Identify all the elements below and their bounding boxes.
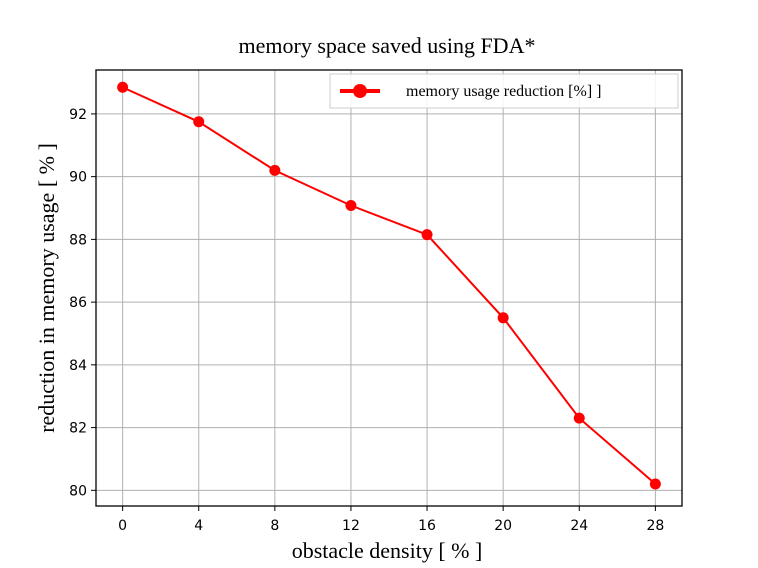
data-point — [117, 81, 129, 93]
x-axis-ticks: 0 4 8 12 16 20 24 28 — [118, 506, 664, 534]
legend: memory usage reduction [%] ] — [329, 73, 679, 109]
chart-title: memory space saved using FDA* — [239, 33, 536, 58]
x-axis-label: obstacle density [ % ] — [292, 538, 483, 563]
y-tick-label: 92 — [69, 107, 87, 123]
x-tick-label: 24 — [570, 518, 588, 534]
x-tick-label: 28 — [646, 518, 664, 534]
data-point — [421, 229, 433, 241]
data-point — [497, 312, 509, 324]
y-tick-label: 90 — [69, 170, 87, 186]
y-tick-label: 84 — [69, 358, 87, 374]
y-tick-label: 86 — [69, 295, 87, 311]
data-point — [269, 164, 281, 176]
y-axis-ticks: 80 82 84 86 88 90 92 — [69, 107, 96, 499]
series-line-memory-usage-reduction — [122, 86, 657, 485]
plot-frame — [95, 69, 683, 507]
data-point — [573, 412, 585, 424]
legend-box — [329, 73, 679, 109]
x-tick-label: 0 — [118, 518, 127, 534]
legend-marker — [353, 84, 367, 98]
x-tick-label: 20 — [494, 518, 512, 534]
y-tick-label: 88 — [69, 232, 87, 248]
y-axis-label: reduction in memory usage [ % ] — [34, 143, 59, 433]
x-tick-label: 12 — [342, 518, 360, 534]
legend-label: memory usage reduction [%] ] — [406, 83, 601, 100]
x-tick-label: 4 — [194, 518, 203, 534]
data-point — [345, 200, 357, 212]
data-point — [193, 116, 205, 128]
data-point — [649, 478, 661, 490]
series-points — [117, 81, 661, 490]
grid-lines — [96, 70, 682, 506]
y-tick-label: 80 — [69, 483, 87, 499]
y-tick-label: 82 — [69, 421, 87, 437]
x-tick-label: 8 — [270, 518, 279, 534]
x-tick-label: 16 — [418, 518, 436, 534]
